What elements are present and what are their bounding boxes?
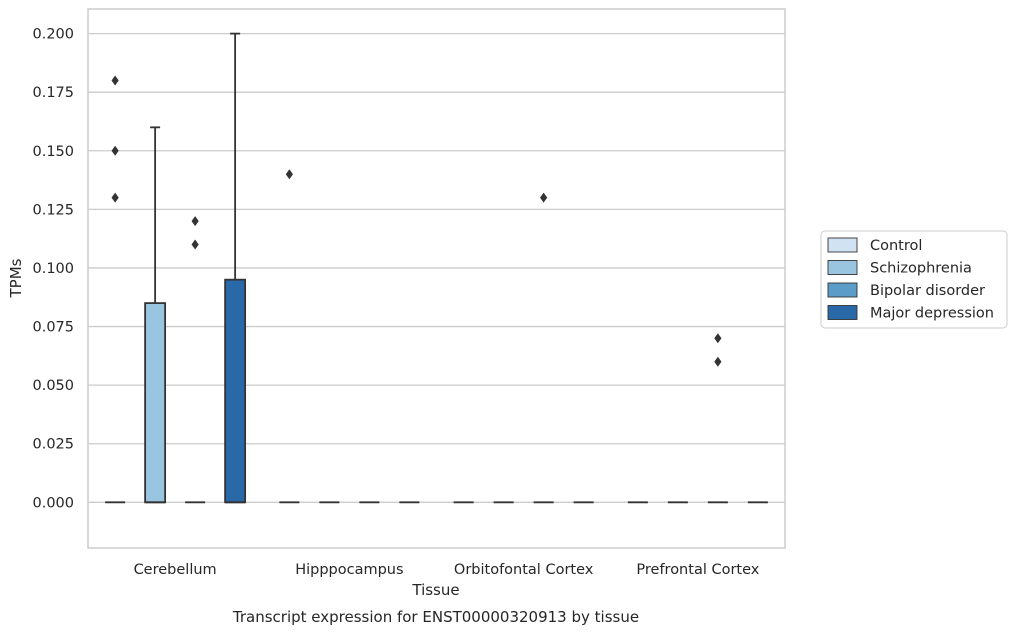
x-axis-label: Tissue <box>411 581 459 599</box>
outlier-point <box>285 169 293 180</box>
y-tick-label: 0.175 <box>32 85 74 101</box>
y-axis-ticks: 0.000 0.025 0.050 0.075 0.100 0.125 0.150 0.175… <box>32 27 74 512</box>
y-tick-label: 0.125 <box>32 202 74 218</box>
outlier-point <box>191 239 199 250</box>
x-tick-label: Hipppocampus <box>295 562 403 578</box>
legend-label: Schizophrenia <box>870 261 972 277</box>
outlier-markers <box>111 75 722 367</box>
y-tick-label: 0.100 <box>32 261 74 277</box>
x-tick-label: Cerebellum <box>134 562 217 578</box>
legend-swatch <box>827 282 858 298</box>
x-tick-label: Prefrontal Cortex <box>636 562 759 578</box>
legend-frame <box>820 230 1008 329</box>
legend: Control Schizophrenia Bipolar disorder Majo… <box>820 230 1008 329</box>
y-tick-label: 0.025 <box>32 437 74 453</box>
y-tick-label: 0.200 <box>32 27 74 43</box>
legend-label: Major depression <box>870 306 994 322</box>
legend-swatch <box>827 237 858 253</box>
outlier-point <box>714 333 722 344</box>
legend-label: Control <box>870 238 922 254</box>
x-tick-label: Orbitofontal Cortex <box>454 562 594 578</box>
y-tick-label: 0.150 <box>32 144 74 160</box>
legend-swatch <box>827 260 858 275</box>
legend-swatch <box>827 305 858 320</box>
y-tick-label: 0.050 <box>32 378 74 394</box>
outlier-point <box>191 216 199 227</box>
box-1-0 <box>144 126 167 504</box>
outlier-point <box>540 192 548 203</box>
y-tick-label: 0.075 <box>32 320 74 336</box>
chart-title: Transcript expression for ENST0000032091… <box>232 608 639 626</box>
y-tick-label: 0.000 <box>32 495 74 511</box>
outlier-point <box>111 75 119 86</box>
x-axis-ticks: Cerebellum Hipppocampus Orbitofontal Corte… <box>134 562 760 578</box>
box-series <box>105 32 768 504</box>
plot-area-frame <box>87 8 786 549</box>
legend-items: Control Schizophrenia Bipolar disorder Majo… <box>827 237 994 322</box>
y-axis-label: TPMs <box>7 258 25 298</box>
box-body <box>224 278 247 504</box>
outlier-point <box>111 145 119 156</box>
box-3-0 <box>224 32 247 504</box>
outlier-point <box>714 356 722 367</box>
legend-label: Bipolar disorder <box>870 283 985 299</box>
box-body <box>144 302 167 504</box>
outlier-point <box>111 192 119 203</box>
